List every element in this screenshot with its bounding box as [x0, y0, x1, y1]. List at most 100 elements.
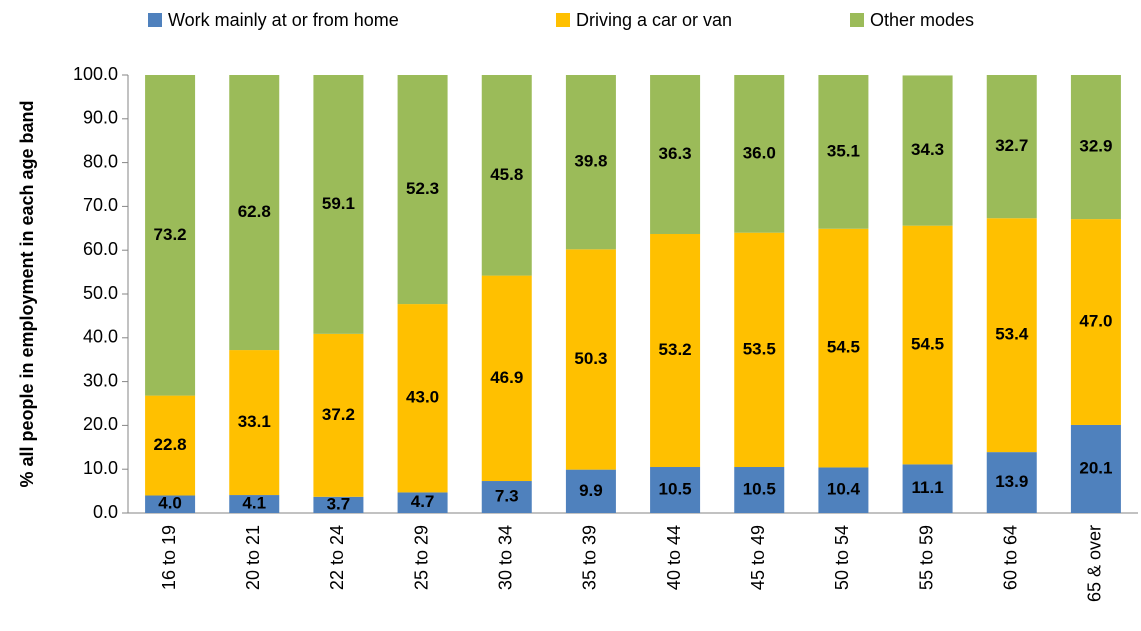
x-tick-label: 22 to 24	[327, 525, 347, 590]
bar-segment	[734, 467, 785, 513]
y-tick-label: 30.0	[83, 370, 118, 390]
x-tick-label: 60 to 64	[1001, 525, 1021, 590]
y-tick-label: 10.0	[83, 458, 118, 478]
value-label: 13.9	[995, 472, 1028, 491]
value-label: 4.1	[242, 494, 266, 513]
x-tick-label: 40 to 44	[664, 525, 684, 590]
value-label: 39.8	[574, 152, 607, 171]
value-label: 34.3	[911, 140, 944, 159]
bar-segment	[397, 75, 448, 305]
bar-segment	[650, 75, 701, 234]
legend-swatch	[148, 13, 162, 27]
y-axis-label: % all people in employment in each age b…	[17, 100, 37, 487]
value-label: 35.1	[827, 141, 860, 160]
bar-segment	[229, 495, 280, 513]
legend-swatch	[850, 13, 864, 27]
bar-segment	[313, 496, 364, 513]
bar-segment	[902, 75, 953, 226]
value-label: 7.3	[495, 486, 519, 505]
value-label: 59.1	[322, 194, 355, 213]
legend-label: Driving a car or van	[576, 10, 732, 30]
legend-label: Other modes	[870, 10, 974, 30]
bar-segment	[650, 467, 701, 513]
bar-segment	[1070, 75, 1121, 220]
bar-segment	[1070, 424, 1121, 513]
x-tick-label: 25 to 29	[411, 525, 431, 590]
bar-segment	[397, 304, 448, 493]
value-label: 54.5	[827, 338, 860, 357]
x-tick-label: 30 to 34	[496, 525, 516, 590]
value-label: 45.8	[490, 165, 523, 184]
value-label: 32.9	[1079, 137, 1112, 156]
value-label: 36.3	[659, 144, 692, 163]
y-tick-label: 0.0	[93, 502, 118, 522]
x-tick-label: 35 to 39	[580, 525, 600, 590]
bar-segment	[1070, 219, 1121, 425]
value-label: 32.7	[995, 136, 1028, 155]
value-label: 33.1	[238, 412, 271, 431]
bar-segment	[565, 249, 616, 470]
x-tick-label: 65 & over	[1085, 525, 1105, 602]
bar-segment	[818, 228, 869, 468]
value-label: 4.7	[411, 492, 435, 511]
value-label: 46.9	[490, 368, 523, 387]
value-label: 43.0	[406, 388, 439, 407]
y-tick-label: 50.0	[83, 283, 118, 303]
value-label: 10.5	[659, 479, 692, 498]
bar-segment	[481, 75, 532, 276]
value-label: 62.8	[238, 202, 271, 221]
bar-segment	[818, 75, 869, 229]
bar-segment	[986, 452, 1037, 513]
value-label: 53.5	[743, 339, 776, 358]
bar-segment	[397, 492, 448, 513]
bar-segment	[145, 75, 196, 396]
bar-segment	[229, 75, 280, 351]
value-label: 10.5	[743, 479, 776, 498]
bar-segment	[650, 233, 701, 468]
y-tick-label: 90.0	[83, 108, 118, 128]
y-tick-label: 60.0	[83, 239, 118, 259]
x-tick-label: 50 to 54	[832, 525, 852, 590]
value-label: 3.7	[327, 494, 351, 513]
x-tick-label: 45 to 49	[748, 525, 768, 590]
value-label: 53.4	[995, 325, 1029, 344]
value-label: 20.1	[1079, 458, 1112, 477]
value-label: 36.0	[743, 143, 776, 162]
value-label: 11.1	[912, 478, 944, 497]
bar-segment	[481, 481, 532, 513]
bar-segment	[734, 232, 785, 468]
bar-segment	[902, 225, 953, 465]
value-label: 73.2	[154, 225, 187, 244]
legend-swatch	[556, 13, 570, 27]
bar-segment	[229, 350, 280, 496]
value-label: 50.3	[574, 349, 607, 368]
value-label: 37.2	[322, 405, 355, 424]
value-label: 10.4	[827, 480, 861, 499]
bar-segment	[313, 333, 364, 497]
bar-segment	[986, 218, 1037, 453]
legend-label: Work mainly at or from home	[168, 10, 399, 30]
y-tick-label: 80.0	[83, 151, 118, 171]
bar-segment	[565, 75, 616, 250]
bar-segment	[145, 395, 196, 496]
value-label: 47.0	[1079, 312, 1112, 331]
bar-segment	[986, 75, 1037, 219]
y-tick-label: 20.0	[83, 414, 118, 434]
bar-segment	[902, 464, 953, 513]
value-label: 4.0	[158, 494, 182, 513]
x-tick-label: 55 to 59	[916, 525, 936, 590]
y-tick-label: 70.0	[83, 195, 118, 215]
bar-segment	[734, 75, 785, 233]
y-tick-label: 100.0	[73, 64, 118, 84]
bar-segment	[481, 275, 532, 482]
bar-segment	[313, 75, 364, 334]
value-label: 22.8	[154, 435, 187, 454]
value-label: 54.5	[911, 335, 944, 354]
value-label: 9.9	[579, 481, 603, 500]
value-label: 52.3	[406, 179, 439, 198]
bar-segment	[145, 495, 196, 513]
x-tick-label: 16 to 19	[159, 525, 179, 590]
y-tick-label: 40.0	[83, 327, 118, 347]
value-label: 53.2	[659, 340, 692, 359]
